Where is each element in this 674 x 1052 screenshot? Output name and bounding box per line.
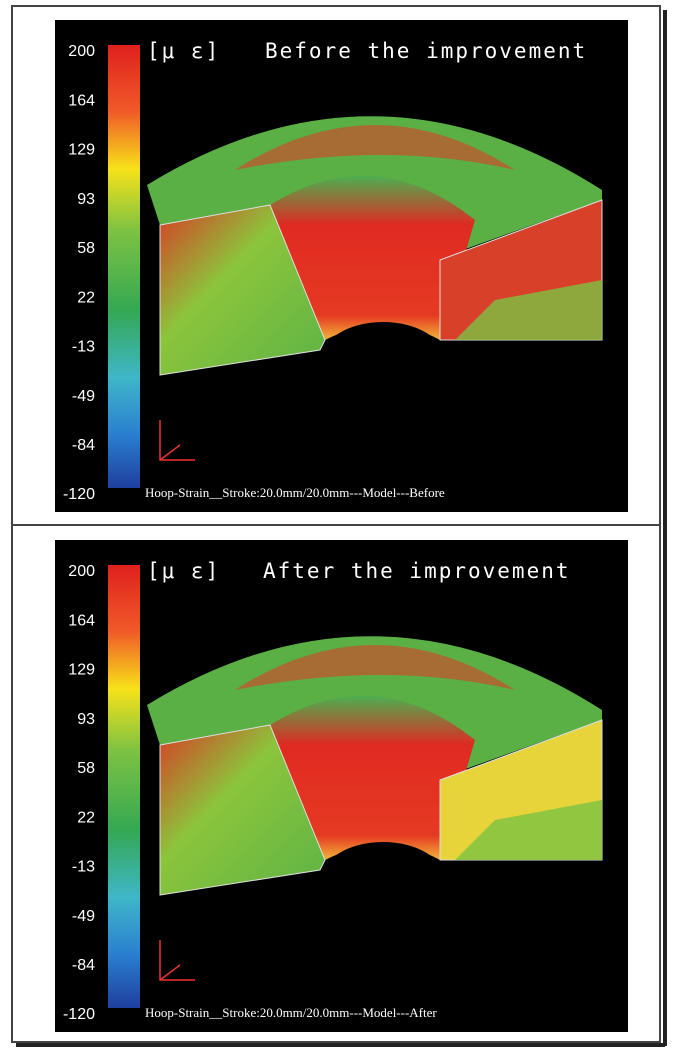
scale-label: -49 [72,908,95,925]
scale-label: 93 [77,711,95,728]
model-hole [321,322,445,398]
scale-label: -120 [63,486,95,503]
scale-label: -49 [72,388,95,405]
caption: Hoop-Strain__Stroke:20.0mm/20.0mm---Mode… [145,485,445,500]
scale-label: 22 [77,289,95,306]
scale-label: -13 [72,339,95,356]
color-bar [108,565,140,1008]
scale-label: 22 [77,809,95,826]
scale-label: 164 [68,92,95,109]
scale-label: 129 [68,662,95,679]
panel-title: After the improvement [263,559,571,583]
model-hole [321,842,445,918]
scale-label: -84 [72,437,95,454]
panel-title: Before the improvement [265,39,587,63]
scale-label: 200 [68,563,95,580]
scale-label: -13 [72,859,95,876]
scale-label: 200 [68,43,95,60]
scale-label: -120 [63,1006,95,1023]
panel: 200 164 129 93 58 22 -13 -49 -84 -120 [μ ε] Before … [55,20,628,512]
scale-label: 93 [77,191,95,208]
unit: [μ ε] [147,559,220,583]
scale-label: 58 [77,240,95,257]
panel: 200 164 129 93 58 22 -13 -49 -84 -120 [μ ε] After t… [55,540,628,1032]
scale-label: 129 [68,142,95,159]
scale-label: 164 [68,612,95,629]
unit: [μ ε] [147,39,220,63]
scale-label: -84 [72,957,95,974]
color-bar [108,45,140,488]
caption: Hoop-Strain__Stroke:20.0mm/20.0mm---Mode… [145,1005,437,1020]
figure: 200 164 129 93 58 22 -13 -49 -84 -120 [μ ε] Before … [0,0,674,1052]
scale-label: 58 [77,760,95,777]
